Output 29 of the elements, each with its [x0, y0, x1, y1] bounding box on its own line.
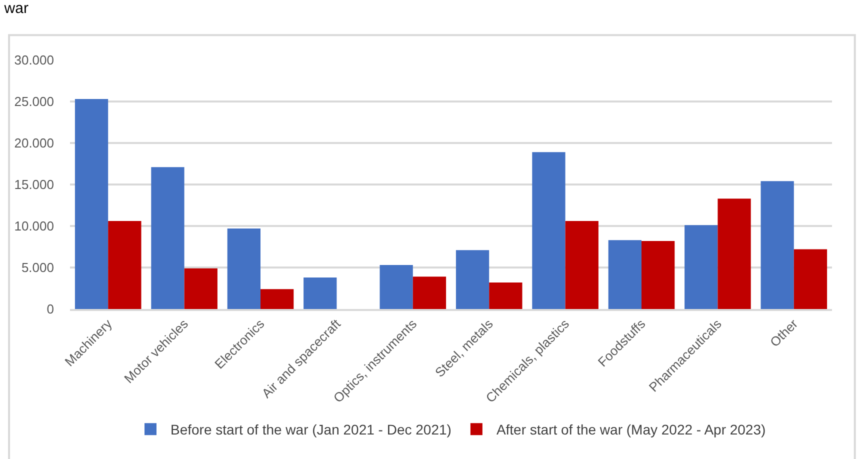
legend-label: Before start of the war (Jan 2021 - Dec 2021)	[170, 422, 452, 438]
bar	[380, 265, 413, 309]
bar	[260, 289, 294, 309]
bar	[794, 249, 828, 309]
legend-label: After start of the war (May 2022 - Apr 2023)	[496, 422, 766, 438]
y-tick-label: 20.000	[14, 136, 54, 151]
bar	[184, 268, 218, 309]
y-tick-label: 5.000	[21, 260, 54, 276]
bar	[304, 277, 337, 309]
bar	[74, 99, 108, 309]
bar	[608, 240, 642, 309]
bar	[718, 198, 751, 309]
bar	[760, 181, 794, 309]
y-tick-label: 10.000	[14, 218, 54, 234]
y-tick-label: 25.000	[14, 94, 54, 110]
y-tick-label: 0	[46, 302, 54, 317]
bar	[456, 250, 490, 309]
y-tick-label: 15.000	[14, 177, 54, 192]
bar	[642, 240, 675, 309]
bar	[532, 152, 566, 309]
chart-title: war	[3, 0, 28, 17]
bar	[108, 221, 142, 309]
bar	[227, 228, 260, 309]
bar	[412, 276, 446, 309]
bar	[489, 282, 522, 309]
y-tick-label: 30.000	[14, 52, 54, 68]
bar	[565, 221, 598, 309]
bar	[684, 225, 718, 309]
bar	[151, 167, 184, 309]
